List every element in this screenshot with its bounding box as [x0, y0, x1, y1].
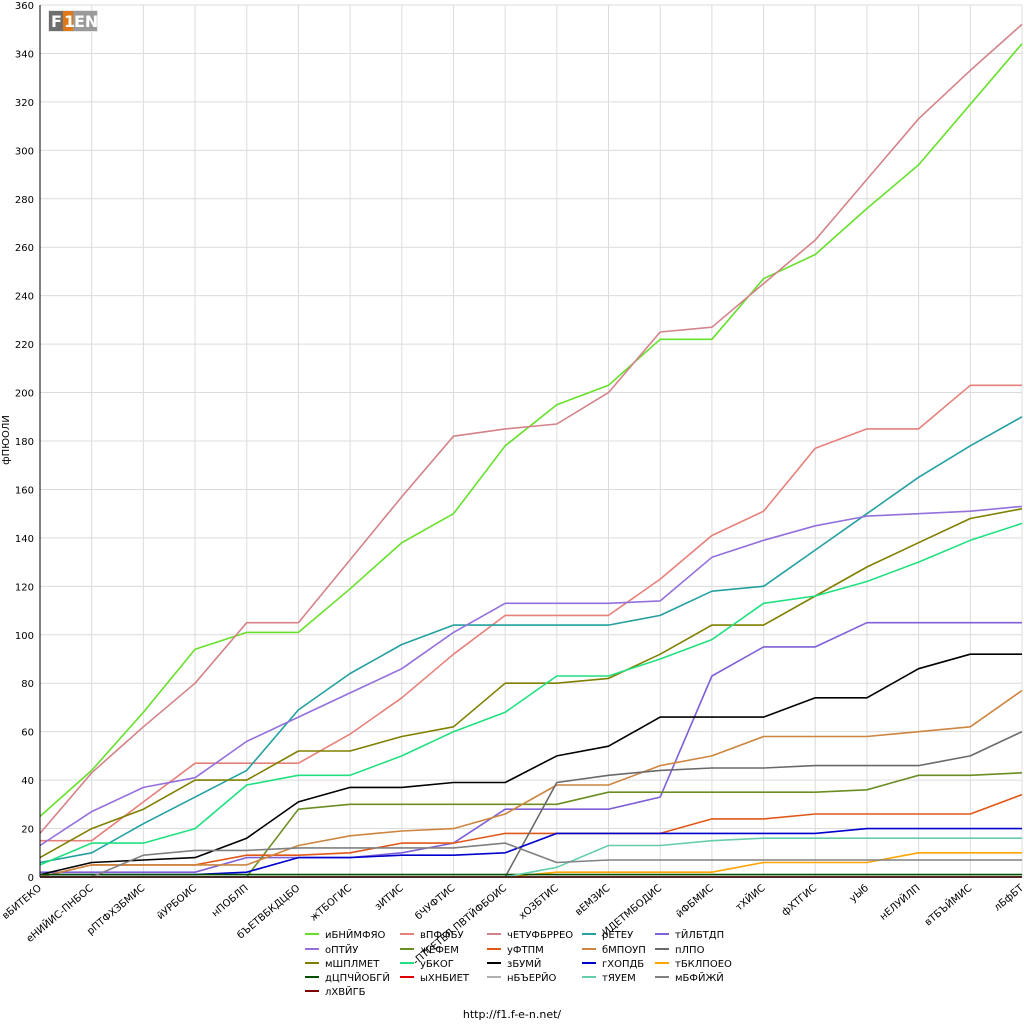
- legend-label: пЛПО: [675, 945, 705, 956]
- y-tick-label: 60: [21, 728, 34, 739]
- legend-label: гХОПДБ: [602, 959, 644, 970]
- y-tick-label: 360: [15, 1, 34, 12]
- x-tick-label: фХТГИС: [780, 883, 819, 918]
- series-line: [39, 689, 1023, 878]
- x-tick-label: уЫб: [848, 883, 871, 905]
- x-tick-label: нЕЛУЙЛП: [877, 881, 923, 922]
- y-tick-label: 100: [15, 631, 34, 642]
- series-line: [39, 23, 1023, 834]
- series-line: [39, 793, 1023, 878]
- footer-url[interactable]: http://f1.f-e-n.net/: [462, 1008, 562, 1021]
- y-tick-label: 280: [15, 195, 34, 206]
- svg-text:EN: EN: [74, 12, 98, 31]
- y-axis-title: фПЮОЛИ: [1, 415, 12, 465]
- legend-label: нБЪЕРЙО: [507, 971, 557, 984]
- legend-label: жЕФЕМ: [420, 945, 459, 956]
- legend-label: лХВЙГБ: [325, 985, 366, 998]
- svg-text:1: 1: [64, 12, 75, 31]
- y-tick-label: 80: [21, 679, 34, 690]
- svg-text:F: F: [51, 12, 62, 31]
- y-tick-label: 300: [15, 146, 34, 157]
- y-tick-label: 220: [15, 340, 34, 351]
- x-tick-label: лБфБТ: [992, 882, 1024, 913]
- y-tick-label: 320: [15, 98, 34, 109]
- y-tick-label: 180: [15, 437, 34, 448]
- x-tick-label: нПОБЛП: [210, 883, 251, 920]
- grid: [39, 4, 1023, 878]
- series-line: [40, 842, 1022, 878]
- f1en-logo: F 1 EN: [48, 8, 98, 34]
- y-axis-title-group: фПЮОЛИ: [1, 415, 12, 465]
- series-line: [39, 505, 1023, 847]
- legend-label: дЦПЧЙОБГЙ: [325, 971, 390, 984]
- y-tick-label: 340: [15, 49, 34, 60]
- y-tick-label: 20: [21, 825, 34, 836]
- x-tick-label: тХЙИС: [733, 881, 768, 913]
- legend-label: мШПЛМЕТ: [325, 959, 380, 970]
- y-tick-label: 40: [21, 776, 34, 787]
- legend: иБНЙМФЯО вПФФБУ чЕТУФБРРЕО рЕТЕУ тЙЛБТДП оПТЙ…: [305, 928, 732, 998]
- y-tick-label: 120: [15, 582, 34, 593]
- series-lines: [39, 23, 1023, 878]
- series-line: [39, 416, 1023, 864]
- series-line: [39, 43, 1023, 817]
- x-tick-label: бЧУФТИС: [413, 883, 457, 922]
- legend-label: вПФФБУ: [420, 930, 464, 941]
- legend-label: зБУМЙ: [507, 957, 541, 970]
- legend-label: иБНЙМФЯО: [325, 928, 386, 941]
- legend-label: уБКОГ: [420, 959, 454, 970]
- legend-label: тЯУЕМ: [602, 973, 636, 984]
- axes: 0 20 40 60 80 100 120 140 160 180 200 220 240 260 280 3…: [0, 1, 1024, 968]
- legend-label: тБКЛПОЕО: [675, 959, 732, 970]
- x-tick-label: вЕМЗИС: [573, 883, 612, 918]
- series-line: [39, 653, 1022, 876]
- x-tick-label: зИТИС: [373, 883, 406, 913]
- x-tick-label: вБИТЕКО: [0, 883, 44, 922]
- legend-label: рЕТЕУ: [602, 930, 633, 941]
- x-tick-label: йУРБОИС: [155, 883, 199, 922]
- legend-label: тЙЛБТДП: [675, 928, 724, 941]
- legend-label: ыХНБИЕТ: [420, 973, 470, 984]
- legend-label: уФТПМ: [507, 945, 544, 956]
- legend-label: бМПОУП: [602, 945, 646, 956]
- legend-label: чЕТУФБРРЕО: [507, 930, 573, 941]
- y-tick-label: 200: [15, 389, 34, 400]
- legend-label: оПТЙУ: [325, 943, 358, 956]
- legend-label: мБФЙЖЙ: [675, 971, 724, 984]
- y-tick-label: 240: [15, 292, 34, 303]
- series-line: [39, 522, 1023, 866]
- x-tick-label: хОЗБТИС: [517, 883, 561, 922]
- y-tick-label: 140: [15, 534, 34, 545]
- x-tick-label: йФБМИС: [674, 883, 716, 920]
- y-tick-label: 160: [15, 485, 34, 496]
- series-line: [40, 384, 1022, 842]
- series-line: [40, 621, 1022, 874]
- x-tick-label: вТБЪЙМИС: [922, 881, 975, 928]
- series-line: [39, 508, 1023, 859]
- y-tick-label: 260: [15, 243, 34, 254]
- x-tick-label: жТБОГИС: [308, 883, 354, 924]
- y-tick-label: 0: [28, 873, 34, 884]
